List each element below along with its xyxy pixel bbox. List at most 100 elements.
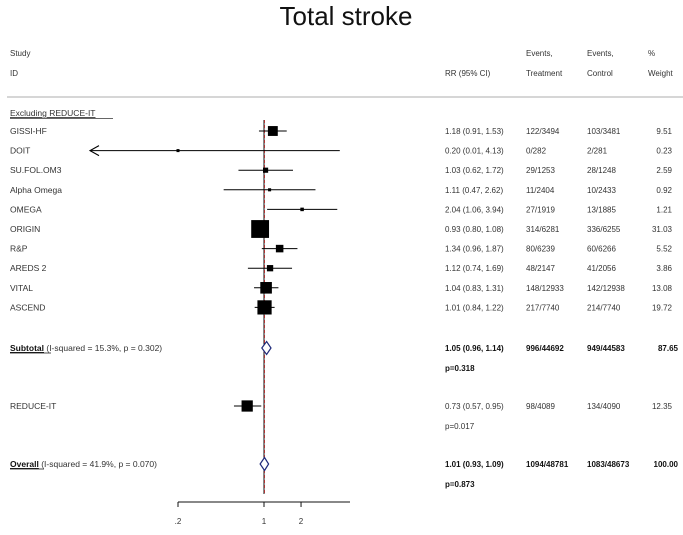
overall-label-stats: (I-squared = 41.9%, p = 0.070) [39, 459, 157, 469]
study-10-control-events: 214/7740 [587, 303, 621, 312]
overall-label-bold: Overall [10, 459, 39, 469]
study-10-ci-text: 1.01 (0.84, 1.22) [445, 303, 504, 312]
study-6-marker [251, 220, 270, 238]
reduce-it-p-value: p=0.017 [445, 422, 475, 431]
study-3-treatment-events: 29/1253 [526, 166, 555, 175]
reduce-it-treatment-events: 98/4089 [526, 402, 555, 411]
study-4-ci-text: 1.11 (0.47, 2.62) [445, 186, 503, 195]
study-3-name: SU.FOL.OM3 [10, 165, 62, 175]
subtotal-treatment-events: 996/44692 [526, 344, 564, 353]
study-10-weight: 19.72 [652, 303, 673, 312]
study-6-name: ORIGIN [10, 224, 40, 234]
study-8-ci-text: 1.12 (0.74, 1.69) [445, 264, 504, 273]
header-id: ID [10, 69, 18, 78]
study-7-marker [275, 244, 284, 253]
study-5-marker [300, 207, 304, 212]
header-events-treatment-2: Treatment [526, 69, 563, 78]
reduce-it-marker [241, 400, 253, 412]
study-10-name: ASCEND [10, 302, 45, 312]
study-8-control-events: 41/2056 [587, 264, 616, 273]
study-7-ci-text: 1.34 (0.96, 1.87) [445, 245, 504, 254]
overall-control-events: 1083/48673 [587, 460, 630, 469]
study-9-control-events: 142/12938 [587, 284, 625, 293]
study-4-treatment-events: 11/2404 [526, 186, 555, 195]
x-tick-label-2: 1 [262, 517, 267, 526]
study-8-weight: 3.86 [656, 264, 672, 273]
header-rr-ci: RR (95% CI) [445, 69, 491, 78]
column-headers: Study ID RR (95% CI) Events, Treatment E… [10, 49, 674, 78]
study-6-treatment-events: 314/6281 [526, 225, 560, 234]
study-1-treatment-events: 122/3494 [526, 127, 560, 136]
study-5-treatment-events: 27/1919 [526, 205, 555, 214]
study-3-weight: 2.59 [656, 166, 672, 175]
study-4-name: Alpha Omega [10, 185, 62, 195]
study-1-ci-text: 1.18 (0.91, 1.53) [445, 127, 504, 136]
study-7-name: R&P [10, 244, 28, 254]
reduce-it-control-events: 134/4090 [587, 402, 621, 411]
study-9-weight: 13.08 [652, 284, 673, 293]
subtotal-label-bold: Subtotal [10, 343, 44, 353]
study-2-ci-arrow [88, 145, 100, 157]
study-7-treatment-events: 80/6239 [526, 245, 555, 254]
overall-p-value: p=0.873 [445, 480, 475, 489]
study-2-control-events: 2/281 [587, 147, 608, 156]
study-5-control-events: 13/1885 [587, 205, 616, 214]
study-9-treatment-events: 148/12933 [526, 284, 564, 293]
study-3-control-events: 28/1248 [587, 166, 616, 175]
study-4-weight: 0.92 [656, 186, 672, 195]
overall-treatment-events: 1094/48781 [526, 460, 569, 469]
study-2-ci-text: 0.20 (0.01, 4.13) [445, 147, 504, 156]
study-8-marker [266, 265, 274, 272]
study-9-name: VITAL [10, 283, 33, 293]
study-10-marker [257, 300, 272, 315]
header-study: Study [10, 49, 30, 58]
header-weight-2: Weight [648, 69, 674, 78]
overall-label: Overall (I-squared = 41.9%, p = 0.070) [10, 459, 157, 469]
header-events-treatment-1: Events, [526, 49, 553, 58]
study-5-ci-text: 2.04 (1.06, 3.94) [445, 205, 504, 214]
study-8-treatment-events: 48/2147 [526, 264, 555, 273]
reduce-it-name: REDUCE-IT [10, 401, 56, 411]
overall-weight: 100.00 [654, 460, 679, 469]
study-1-control-events: 103/3481 [587, 127, 621, 136]
header-weight-1: % [648, 49, 655, 58]
header-events-control-1: Events, [587, 49, 614, 58]
reduce-it-weight: 12.35 [652, 402, 673, 411]
study-2-treatment-events: 0/282 [526, 147, 547, 156]
study-4-marker [268, 188, 272, 192]
subtotal-diamond [261, 340, 272, 356]
study-3-ci-text: 1.03 (0.62, 1.72) [445, 166, 504, 175]
overall-diamond [259, 456, 270, 472]
study-8-name: AREDS 2 [10, 263, 47, 273]
reduce-it-ci-text: 0.73 (0.57, 0.95) [445, 402, 504, 411]
study-2-name: DOIT [10, 146, 30, 156]
study-3-marker [263, 167, 269, 173]
subtotal-label-stats: (I-squared = 15.3%, p = 0.302) [44, 343, 162, 353]
study-2-marker [176, 149, 180, 153]
subtotal-weight: 87.65 [658, 344, 679, 353]
overall-ci-text: 1.01 (0.93, 1.09) [445, 460, 504, 469]
chart-title: Total stroke [280, 1, 413, 31]
study-10-treatment-events: 217/7740 [526, 303, 560, 312]
study-1-marker [267, 126, 278, 136]
study-6-control-events: 336/6255 [587, 225, 621, 234]
study-9-marker [260, 282, 272, 294]
study-5-name: OMEGA [10, 204, 42, 214]
header-events-control-2: Control [587, 69, 613, 78]
study-6-weight: 31.03 [652, 225, 673, 234]
subtotal-p-value: p=0.318 [445, 364, 475, 373]
study-7-control-events: 60/6266 [587, 245, 616, 254]
x-tick-label-1: .2 [175, 517, 182, 526]
study-1-name: GISSI-HF [10, 126, 47, 136]
group-label: Excluding REDUCE-IT [10, 108, 96, 118]
study-4-control-events: 10/2433 [587, 186, 616, 195]
x-tick-label-3: 2 [299, 517, 304, 526]
subtotal-ci-text: 1.05 (0.96, 1.14) [445, 344, 504, 353]
subtotal-control-events: 949/44583 [587, 344, 625, 353]
plot-layer: GISSI-HF 1.18 (0.91, 1.53) 122/3494 103/348… [10, 120, 679, 526]
study-1-weight: 9.51 [656, 127, 672, 136]
study-7-weight: 5.52 [656, 245, 672, 254]
study-9-ci-text: 1.04 (0.83, 1.31) [445, 284, 504, 293]
study-2-weight: 0.23 [656, 147, 672, 156]
